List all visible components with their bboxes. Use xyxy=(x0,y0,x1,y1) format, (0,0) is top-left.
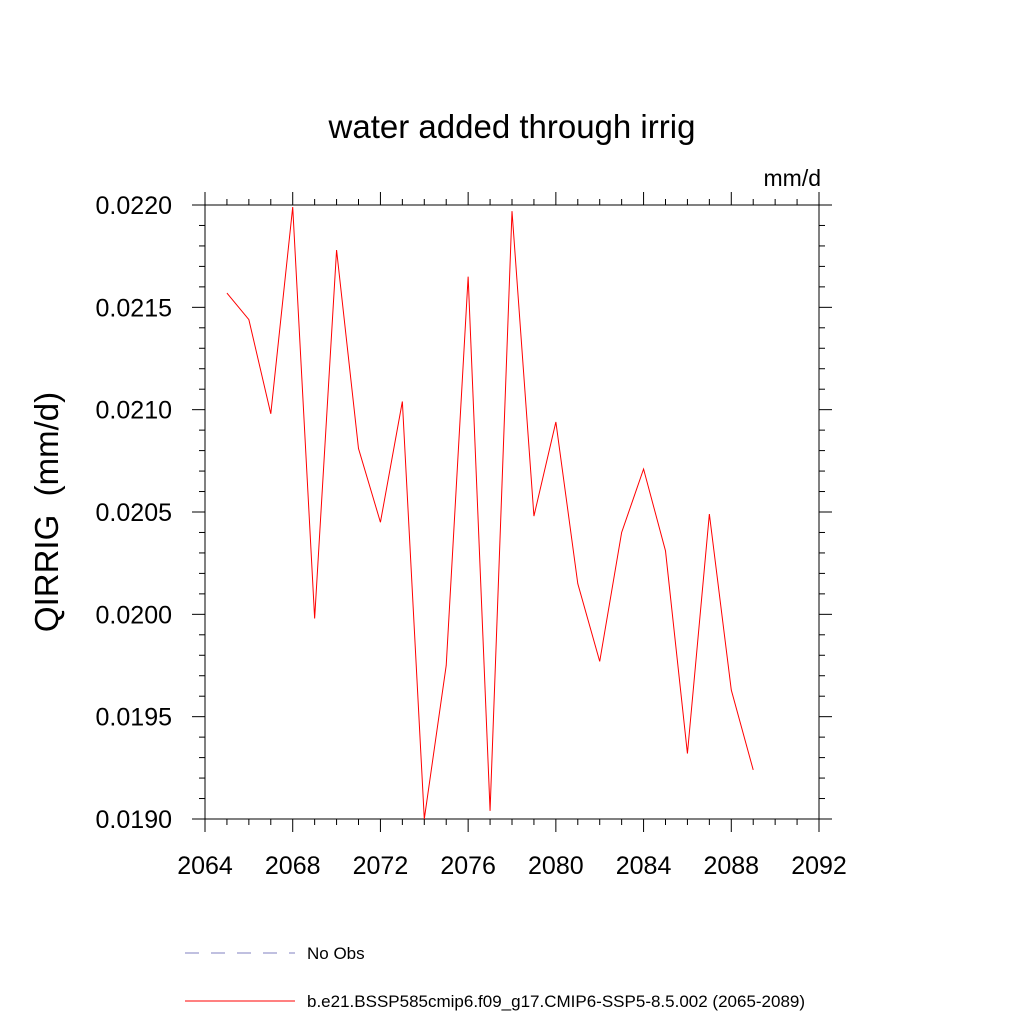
y-tick-label: 0.0215 xyxy=(96,294,172,322)
y-tick-label: 0.0210 xyxy=(96,397,172,425)
x-tick-label: 2076 xyxy=(440,852,496,880)
data-point xyxy=(621,532,622,533)
data-point xyxy=(577,583,578,584)
data-point xyxy=(314,618,315,619)
legend-label-series: b.e21.BSSP585cmip6.f09_g17.CMIP6-SSP5-8.… xyxy=(307,992,805,1011)
data-point xyxy=(643,468,644,469)
data-point xyxy=(424,818,425,819)
x-tick-label: 2068 xyxy=(265,852,321,880)
x-tick-label: 2064 xyxy=(177,852,233,880)
data-point xyxy=(380,522,381,523)
data-point xyxy=(402,401,403,402)
data-point xyxy=(336,249,337,250)
data-point xyxy=(555,421,556,422)
units-label: mm/d xyxy=(764,165,822,191)
y-tick-label: 0.0200 xyxy=(96,601,172,629)
data-point xyxy=(489,810,490,811)
series-layer xyxy=(226,206,754,820)
data-point xyxy=(687,753,688,754)
chart-title: water added through irrig xyxy=(328,108,696,145)
y-tick-label: 0.0205 xyxy=(96,499,172,527)
y-tick-labels: 0.0190 0.0195 0.0200 0.0205 0.0210 0.0215 0.02… xyxy=(96,192,172,834)
data-point xyxy=(533,515,534,516)
data-point xyxy=(270,413,271,414)
data-point xyxy=(358,448,359,449)
x-tick-label: 2088 xyxy=(703,852,759,880)
plot-frame xyxy=(204,204,820,820)
y-tick-label: 0.0220 xyxy=(96,192,172,220)
data-point xyxy=(511,211,512,212)
data-point xyxy=(753,769,754,770)
major-ticks xyxy=(192,192,832,832)
data-point xyxy=(665,550,666,551)
x-tick-label: 2084 xyxy=(616,852,672,880)
data-point xyxy=(599,661,600,662)
data-point xyxy=(468,276,469,277)
legend-label-no-obs: No Obs xyxy=(307,944,365,963)
data-point xyxy=(248,319,249,320)
minor-ticks xyxy=(199,199,825,825)
x-tick-labels: 2064 2068 2072 2076 2080 2084 2088 2092 xyxy=(177,852,847,880)
data-point xyxy=(292,206,293,207)
x-tick-label: 2080 xyxy=(528,852,584,880)
x-tick-label: 2072 xyxy=(353,852,409,880)
legend: No Obs b.e21.BSSP585cmip6.f09_g17.CMIP6-… xyxy=(185,944,805,1011)
data-point xyxy=(709,513,710,514)
x-tick-label: 2092 xyxy=(791,852,847,880)
data-point xyxy=(226,292,227,293)
data-point xyxy=(731,689,732,690)
series-line xyxy=(226,206,754,820)
y-tick-label: 0.0195 xyxy=(96,704,172,732)
y-tick-label: 0.0190 xyxy=(96,806,172,834)
data-point xyxy=(446,665,447,666)
y-axis-label: QIRRIG (mm/d) xyxy=(28,392,65,632)
